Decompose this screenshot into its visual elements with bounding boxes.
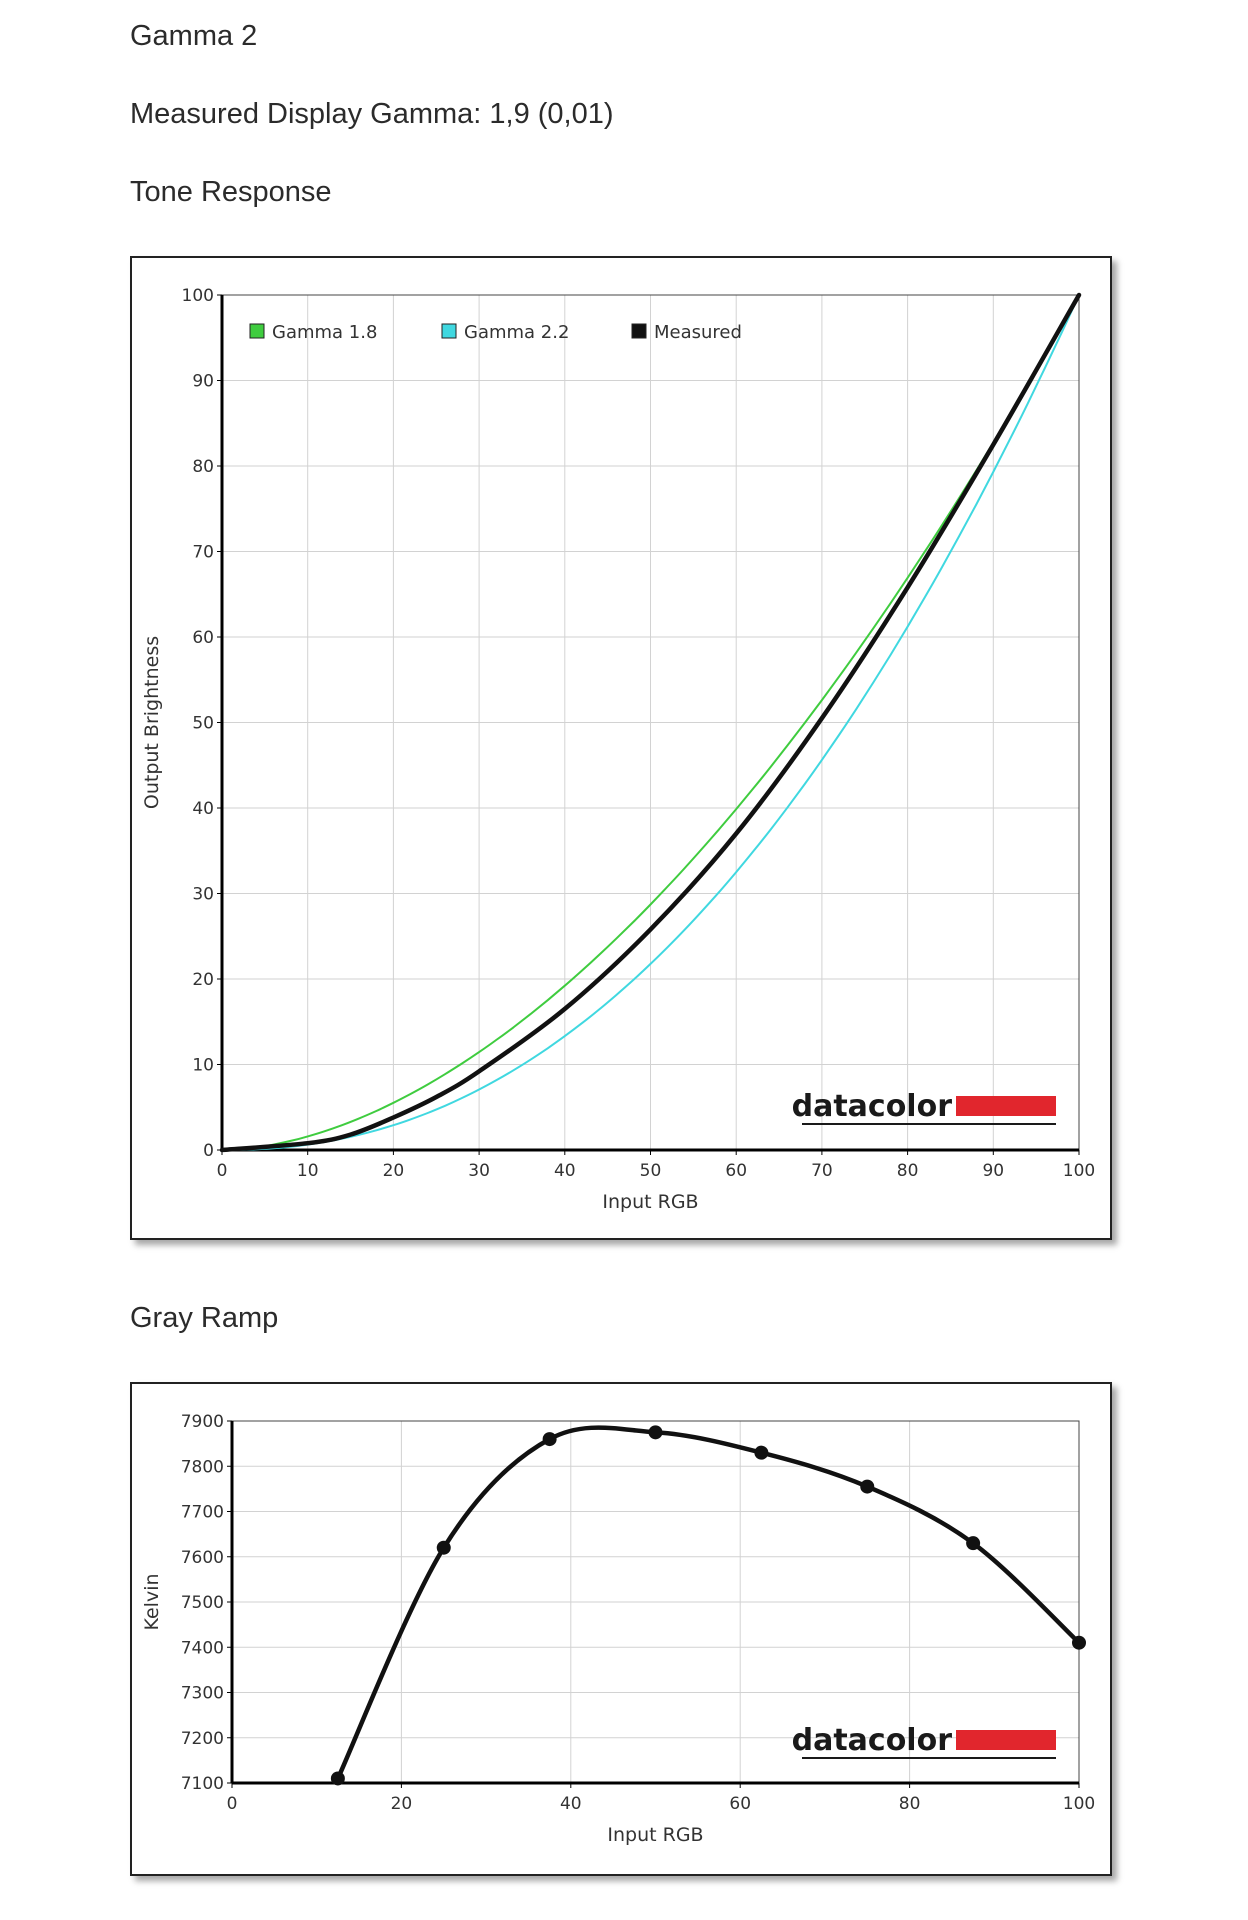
x-tick-label: 40 [554, 1161, 576, 1181]
y-tick-label: 50 [192, 714, 214, 734]
x-tick-label: 60 [725, 1161, 747, 1181]
x-tick-label: 10 [297, 1161, 319, 1181]
x-tick-label: 20 [383, 1161, 405, 1181]
legend-label: Gamma 1.8 [272, 322, 377, 343]
data-point [436, 1540, 451, 1555]
page-title: Gamma 2 [130, 20, 258, 52]
data-point [1072, 1635, 1086, 1650]
x-tick-label: 80 [897, 1161, 919, 1181]
x-axis-title: Input RGB [602, 1191, 698, 1213]
x-tick-label: 50 [640, 1161, 662, 1181]
tone-response-chart: 0 10 20 30 40 50 60 70 80 90 100 0 10 20 30 40 50 60 70 80 9… [141, 286, 1095, 1213]
x-tick-label: 40 [560, 1794, 582, 1814]
series-line-gamma-1-8 [221, 294, 1080, 1151]
x-tick-label: 90 [982, 1161, 1004, 1181]
series-line-kelvin [335, 1425, 1082, 1781]
x-tick-label: 100 [1063, 1794, 1095, 1814]
x-tick-label: 20 [391, 1794, 413, 1814]
y-tick-label: 40 [192, 799, 214, 819]
y-tick-label: 10 [192, 1056, 214, 1076]
y-tick-label: 7800 [181, 1457, 224, 1477]
y-tick-label: 7300 [181, 1684, 224, 1704]
y-tick-label: 7600 [181, 1548, 224, 1568]
y-tick-label: 7700 [181, 1503, 224, 1523]
datacolor-logo-bar [956, 1096, 1056, 1116]
data-point [648, 1425, 663, 1440]
legend-label: Gamma 2.2 [464, 322, 569, 343]
y-tick-label: 7200 [181, 1729, 224, 1749]
x-tick-label: 30 [468, 1161, 490, 1181]
x-tick-label: 100 [1063, 1161, 1095, 1181]
y-axis-title: Output Brightness [141, 636, 163, 809]
x-tick-label: 0 [217, 1161, 228, 1181]
datacolor-logo: datacolor [792, 1723, 1056, 1759]
legend-swatch [631, 323, 647, 339]
x-tick-label: 80 [899, 1794, 921, 1814]
gray-ramp-chart: 0 20 40 60 80 100 7100 7200 7300 7400 7500 7600 7700… [141, 1412, 1095, 1846]
y-tick-label: 7100 [181, 1774, 224, 1794]
y-tick-label: 20 [192, 970, 214, 990]
y-tick-label: 60 [192, 628, 214, 648]
gray-ramp-heading: Gray Ramp [130, 1302, 279, 1334]
measured-gamma-text: Measured Display Gamma: 1,9 (0,01) [130, 98, 614, 130]
data-point [860, 1479, 875, 1494]
datacolor-logo-bar [956, 1730, 1056, 1750]
y-tick-label: 100 [182, 286, 214, 306]
datacolor-logo-text: datacolor [792, 1089, 953, 1124]
tone-response-chart-panel: 0 10 20 30 40 50 60 70 80 90 100 0 10 20 30 40 50 60 70 80 9… [130, 256, 1112, 1240]
y-tick-label: 7900 [181, 1412, 224, 1432]
y-tick-label: 7400 [181, 1638, 224, 1658]
tone-response-heading: Tone Response [130, 176, 332, 208]
y-axis-title: Kelvin [141, 1573, 163, 1630]
datacolor-logo: datacolor [792, 1089, 1056, 1125]
x-tick-label: 0 [227, 1794, 238, 1814]
series-line-gamma-2-2 [221, 294, 1080, 1151]
y-tick-label: 90 [192, 372, 214, 392]
y-tick-label: 30 [192, 885, 214, 905]
x-tick-label: 60 [729, 1794, 751, 1814]
y-tick-label: 0 [203, 1141, 214, 1161]
gray-ramp-chart-panel: 0 20 40 60 80 100 7100 7200 7300 7400 7500 7600 7700… [130, 1382, 1112, 1876]
series-line-measured [219, 292, 1082, 1153]
y-tick-label: 70 [192, 543, 214, 563]
data-point [542, 1432, 557, 1447]
data-point [330, 1771, 345, 1786]
legend-swatch [441, 323, 457, 339]
datacolor-logo-text: datacolor [792, 1723, 953, 1758]
y-tick-label: 80 [192, 457, 214, 477]
x-tick-label: 70 [811, 1161, 833, 1181]
y-tick-label: 7500 [181, 1593, 224, 1613]
x-axis-title: Input RGB [607, 1824, 703, 1846]
legend-label: Measured [654, 322, 742, 343]
legend-swatch [249, 323, 265, 339]
data-point [754, 1445, 769, 1460]
data-point [966, 1536, 981, 1551]
